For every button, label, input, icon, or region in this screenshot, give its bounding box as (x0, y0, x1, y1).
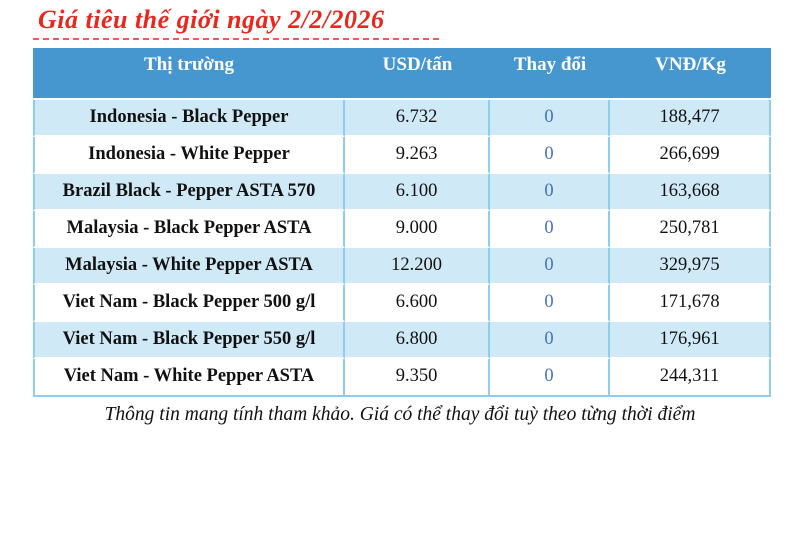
change-cell: 0 (490, 210, 610, 249)
change-cell: 0 (490, 99, 610, 137)
disclaimer-text: Thông tin mang tính tham khảo. Giá có th… (104, 403, 696, 425)
vnd-cell: 188,477 (610, 99, 771, 137)
table-row: Malaysia - White Pepper ASTA 12.200 0 329,9… (33, 248, 771, 286)
usd-cell: 6.732 (345, 99, 490, 137)
header-row: Thị trường USD/tấn Thay đổi VNĐ/Kg (33, 47, 771, 100)
table-body: Indonesia - Black Pepper 6.732 0 188,477 Ind… (33, 99, 771, 397)
usd-cell: 9.000 (345, 210, 490, 249)
vnd-cell: 266,699 (610, 136, 771, 174)
market-cell: Viet Nam - Black Pepper 500 g/l (33, 285, 345, 323)
market-cell: Brazil Black - Pepper ASTA 570 (33, 173, 345, 211)
vnd-cell: 250,781 (610, 210, 771, 249)
usd-cell: 6.100 (345, 173, 490, 211)
header-usd: USD/tấn (345, 47, 490, 100)
market-cell: Indonesia - White Pepper (33, 136, 345, 174)
page-title: Giá tiêu thế giới ngày 2/2/2026 (38, 5, 385, 34)
vnd-cell: 329,975 (610, 248, 771, 286)
usd-cell: 9.350 (345, 359, 490, 397)
vnd-cell: 163,668 (610, 173, 771, 211)
change-cell: 0 (490, 136, 610, 174)
vnd-cell: 176,961 (610, 322, 771, 360)
table-row: Brazil Black - Pepper ASTA 570 6.100 0 163,… (33, 173, 771, 211)
header-market: Thị trường (33, 47, 345, 100)
usd-cell: 6.800 (345, 322, 490, 360)
market-cell: Viet Nam - White Pepper ASTA (33, 359, 345, 397)
usd-cell: 6.600 (345, 285, 490, 323)
table-row: Indonesia - Black Pepper 6.732 0 188,477 (33, 99, 771, 137)
title-dashed-underline (33, 37, 439, 40)
table-header: Thị trường USD/tấn Thay đổi VNĐ/Kg (33, 47, 771, 100)
market-cell: Malaysia - Black Pepper ASTA (33, 210, 345, 249)
table-row: Malaysia - Black Pepper ASTA 9.000 0 250,78… (33, 210, 771, 249)
table-row: Indonesia - White Pepper 9.263 0 266,699 (33, 136, 771, 174)
change-cell: 0 (490, 322, 610, 360)
market-cell: Viet Nam - Black Pepper 550 g/l (33, 322, 345, 360)
market-cell: Indonesia - Black Pepper (33, 99, 345, 137)
change-cell: 0 (490, 248, 610, 286)
pepper-price-table: Thị trường USD/tấn Thay đổi VNĐ/Kg Indon… (33, 47, 771, 397)
vnd-cell: 244,311 (610, 359, 771, 397)
document-page: Giá tiêu thế giới ngày 2/2/2026 Thị trườ… (0, 5, 800, 550)
change-cell: 0 (490, 285, 610, 323)
table-row: Viet Nam - Black Pepper 500 g/l 6.600 0 171… (33, 285, 771, 323)
table-row: Viet Nam - Black Pepper 550 g/l 6.800 0 176… (33, 322, 771, 360)
table-row: Viet Nam - White Pepper ASTA 9.350 0 244,31… (33, 359, 771, 397)
change-cell: 0 (490, 173, 610, 211)
market-cell: Malaysia - White Pepper ASTA (33, 248, 345, 286)
header-vnd: VNĐ/Kg (610, 47, 771, 100)
usd-cell: 9.263 (345, 136, 490, 174)
usd-cell: 12.200 (345, 248, 490, 286)
vnd-cell: 171,678 (610, 285, 771, 323)
header-change: Thay đổi (490, 47, 610, 100)
change-cell: 0 (490, 359, 610, 397)
